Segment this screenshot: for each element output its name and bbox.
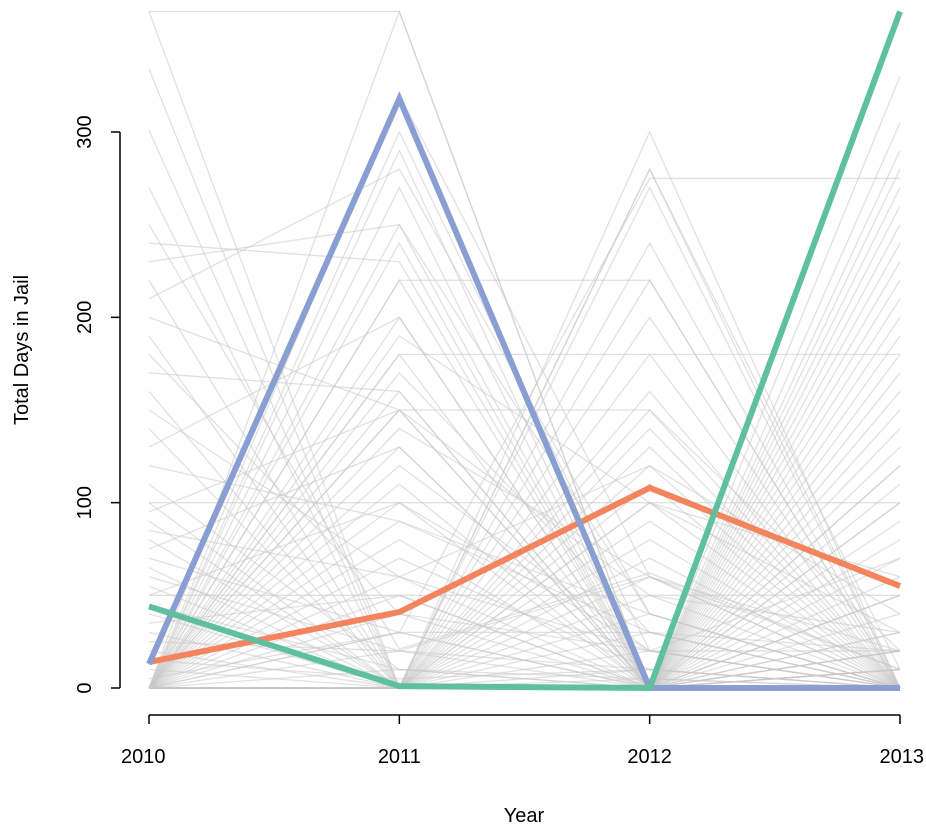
x-axis-ticks: 2010 2011 2012 2013 <box>121 715 924 768</box>
background-lines <box>148 9 901 689</box>
x-tick-label-1: 2011 <box>378 746 421 768</box>
background-line-125 <box>148 279 901 689</box>
y-axis-ticks: 0 100 200 300 <box>74 115 120 694</box>
y-tick-label-1: 100 <box>74 486 96 519</box>
x-tick-label-3: 2013 <box>880 746 925 768</box>
x-tick-label-2: 2012 <box>627 746 672 768</box>
background-line-7 <box>148 223 901 689</box>
highlighted-series <box>146 10 903 692</box>
background-line-123 <box>148 177 900 689</box>
background-line-128 <box>148 409 901 689</box>
y-tick-label-2: 200 <box>74 301 96 334</box>
series-line-1 <box>146 91 900 691</box>
background-line-77 <box>149 427 901 689</box>
y-tick-label-3: 300 <box>74 115 96 148</box>
y-axis-title: Total Days in Jail <box>11 275 33 425</box>
series-line-2 <box>148 10 903 692</box>
y-tick-label-0: 0 <box>74 682 96 693</box>
background-line-89 <box>149 650 900 689</box>
series-line-0 <box>148 484 902 665</box>
x-axis-title: Year <box>504 805 545 826</box>
x-tick-label-0: 2010 <box>121 746 166 768</box>
